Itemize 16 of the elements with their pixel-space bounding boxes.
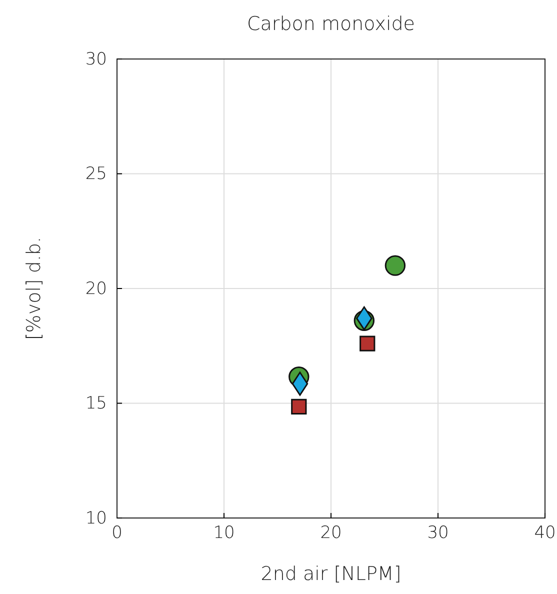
x-tick-label: 30 bbox=[427, 523, 449, 544]
y-tick-label: 10 bbox=[85, 508, 107, 528]
y-tick-label: 20 bbox=[85, 278, 107, 299]
x-tick-label: 20 bbox=[320, 523, 342, 544]
point bbox=[291, 398, 307, 415]
x-tick-label: 40 bbox=[534, 523, 556, 544]
x-axis-title: 2nd air [NLPM] bbox=[260, 563, 402, 585]
y-tick-label: 15 bbox=[85, 394, 107, 414]
point bbox=[360, 336, 376, 352]
y-tick-label: 30 bbox=[85, 49, 107, 70]
chart-title: Carbon monoxide bbox=[247, 13, 415, 35]
x-tick-label: 0 bbox=[112, 523, 122, 544]
y-tick-label: 25 bbox=[85, 164, 107, 184]
point bbox=[384, 255, 406, 276]
y-axis-title: [%vol] d.b. bbox=[23, 236, 45, 340]
x-tick-label: 10 bbox=[213, 523, 235, 544]
